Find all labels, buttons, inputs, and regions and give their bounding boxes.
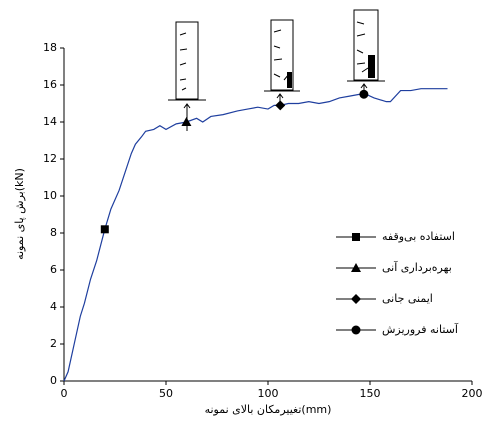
y-tick-label: 12 [43, 152, 57, 165]
y-axis-label: برش پای نمونه(kN) [13, 168, 26, 260]
y-tick-label: 6 [50, 263, 57, 276]
marker-circle [359, 89, 369, 99]
marker-triangle [351, 263, 361, 272]
marker-square [352, 233, 360, 241]
y-tick-label: 8 [50, 226, 57, 239]
marker-diamond [275, 100, 286, 111]
legend-label: استفاده بی‌وقفه [382, 230, 455, 243]
marker-triangle [181, 117, 192, 126]
data-line [63, 88, 448, 382]
y-tick-label: 18 [43, 41, 57, 54]
legend-label: ایمنی جانی [382, 292, 433, 305]
marker-diamond [351, 294, 361, 304]
x-tick-label: 50 [159, 387, 173, 400]
legend-label: بهره‌برداری آنی [382, 260, 452, 274]
x-tick-label: 100 [258, 387, 279, 400]
x-tick-label: 200 [462, 387, 483, 400]
legend-label: آستانه فروریزش [382, 322, 459, 336]
y-tick-label: 2 [50, 337, 57, 350]
x-tick-label: 0 [61, 387, 68, 400]
x-axis-label: تغییرمکان بالای نمونه(mm) [205, 403, 332, 416]
marker-circle [351, 325, 361, 335]
y-tick-label: 10 [43, 189, 57, 202]
y-tick-label: 4 [50, 300, 57, 313]
y-tick-label: 0 [50, 374, 57, 387]
y-tick-label: 14 [43, 115, 57, 128]
specimen-sketches [168, 9, 385, 131]
x-tick-label: 150 [360, 387, 381, 400]
y-tick-label: 16 [43, 78, 57, 91]
marker-square [100, 225, 109, 234]
